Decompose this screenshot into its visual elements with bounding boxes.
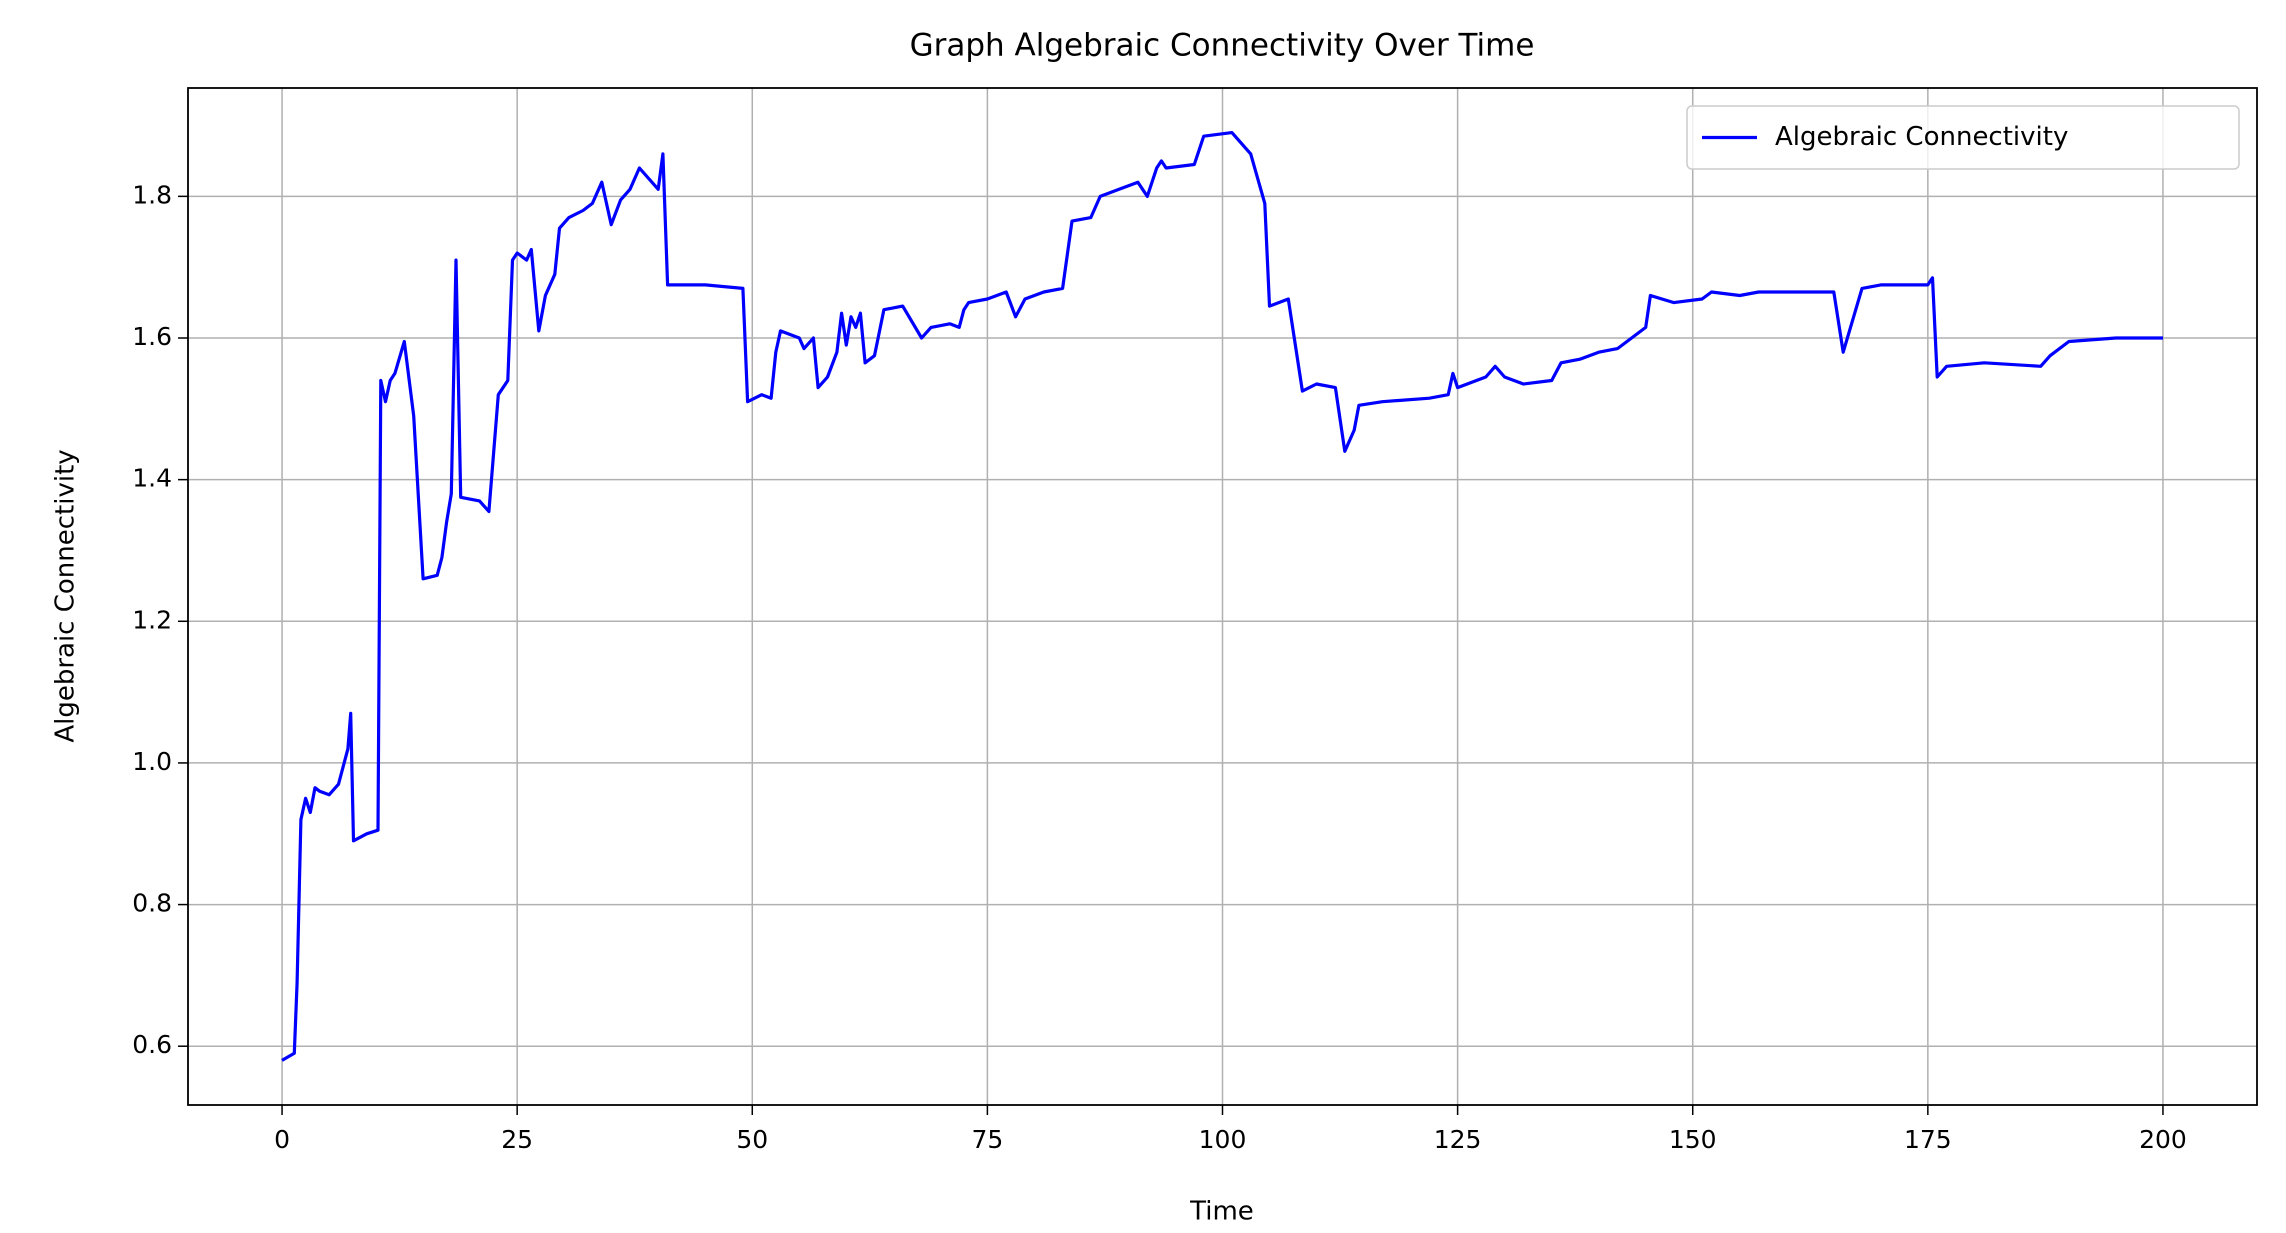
y-tick-label: 1.8 [132, 180, 172, 209]
plot-frame [187, 87, 2258, 1106]
y-tick-label: 1.2 [132, 605, 172, 634]
x-tick-label: 75 [971, 1125, 1003, 1154]
x-tick-label: 25 [501, 1125, 533, 1154]
x-tick-label: 125 [1434, 1125, 1482, 1154]
x-tick-label: 175 [1904, 1125, 1952, 1154]
x-tick-label: 0 [274, 1125, 290, 1154]
x-tick-label: 200 [2139, 1125, 2187, 1154]
y-tick-label: 1.6 [132, 322, 172, 351]
data-line [281, 131, 2163, 1062]
x-tick-label: 150 [1669, 1125, 1717, 1154]
y-axis-label: Algebraic Connectivity [51, 449, 81, 742]
y-tick-label: 1.4 [132, 464, 172, 493]
chart-title: Graph Algebraic Connectivity Over Time [910, 28, 1535, 64]
legend-box [1686, 105, 2240, 170]
y-tick-label: 0.8 [132, 889, 172, 918]
x-tick-label: 50 [736, 1125, 768, 1154]
legend-label: Algebraic Connectivity [1775, 122, 2068, 152]
x-axis-label: Time [1189, 1197, 1254, 1227]
x-tick-label: 100 [1199, 1125, 1247, 1154]
y-tick-label: 1.0 [132, 747, 172, 776]
y-tick-label: 0.6 [132, 1030, 172, 1059]
